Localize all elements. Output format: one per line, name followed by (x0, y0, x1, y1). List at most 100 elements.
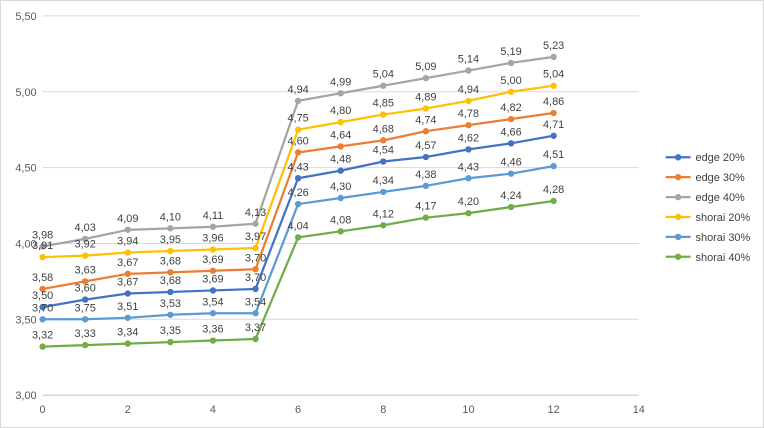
data-point (167, 247, 174, 255)
data-point (81, 296, 89, 303)
x-tick-label: 4 (210, 404, 216, 416)
data-point (550, 132, 557, 139)
data-label: 3,67 (117, 257, 138, 269)
data-point (39, 253, 46, 261)
data-label: 4,60 (287, 135, 308, 147)
data-label: 4,24 (500, 190, 521, 202)
data-point (550, 82, 557, 89)
data-label: 3,70 (245, 252, 266, 264)
data-point (124, 226, 131, 233)
data-point (124, 270, 131, 277)
data-point (252, 310, 259, 317)
legend-label: shorai 20% (696, 212, 751, 224)
legend-marker (674, 253, 682, 260)
data-point (167, 269, 174, 276)
data-label: 4,28 (543, 184, 564, 196)
data-point (294, 97, 302, 105)
data-point (337, 228, 344, 235)
data-point (39, 243, 46, 250)
data-label: 4,48 (330, 154, 351, 166)
data-point (337, 118, 344, 126)
data-label: 5,00 (500, 75, 521, 87)
data-point (465, 97, 472, 105)
data-label: 3,70 (32, 302, 53, 314)
data-point (337, 194, 344, 202)
data-point (252, 266, 259, 273)
data-label: 3,69 (202, 254, 223, 266)
data-label: 3,53 (160, 298, 181, 310)
data-point (337, 90, 344, 97)
data-label: 3,96 (202, 233, 223, 245)
legend: edge 20% edge 30% edge 40% shorai 20% shorai… (665, 152, 751, 264)
data-label: 4,12 (373, 208, 394, 220)
data-point (507, 88, 515, 95)
data-point (550, 53, 557, 61)
data-label: 3,98 (32, 230, 53, 242)
data-point (465, 121, 472, 129)
data-point (465, 209, 472, 217)
data-point (294, 149, 302, 156)
data-label: 3,75 (75, 302, 96, 314)
data-label: 4,26 (287, 187, 308, 199)
data-point (507, 203, 515, 211)
data-label: 3,50 (32, 290, 53, 302)
data-label: 5,14 (458, 54, 479, 66)
data-point (337, 143, 344, 150)
x-tick-label: 8 (380, 404, 386, 416)
x-tick-label: 2 (125, 404, 131, 416)
data-point (167, 338, 174, 346)
data-point (39, 316, 46, 323)
data-label: 3,97 (245, 231, 266, 243)
data-point (124, 249, 131, 256)
data-label: 3,54 (245, 296, 266, 308)
legend-label: shorai 40% (696, 252, 751, 264)
data-label: 3,91 (32, 240, 53, 252)
data-label: 5,23 (543, 40, 564, 52)
data-point (422, 214, 430, 221)
data-label: 3,33 (75, 328, 96, 340)
data-label: 4,43 (287, 161, 308, 173)
legend-marker (674, 213, 682, 221)
data-label: 4,04 (287, 220, 308, 232)
x-tick-label: 0 (40, 404, 46, 416)
data-point (465, 175, 472, 182)
data-label: 4,17 (415, 201, 436, 213)
data-point (422, 74, 430, 82)
data-point (209, 310, 217, 317)
data-label: 4,82 (500, 102, 521, 114)
data-label: 3,95 (160, 234, 181, 246)
series-lines (39, 53, 557, 350)
y-tick-label: 3,50 (15, 314, 36, 326)
data-labels: 3,50 3,60 3,67 3,68 3,69 3,70 4,43 4,48 4,54 4,57… (32, 40, 564, 342)
data-label: 4,71 (543, 119, 564, 131)
data-point (81, 252, 89, 259)
data-label: 4,11 (203, 210, 223, 222)
legend-marker (674, 173, 682, 181)
data-label: 4,57 (415, 140, 436, 152)
data-point (507, 59, 515, 67)
data-point (380, 222, 387, 229)
data-point (422, 153, 430, 161)
data-label: 3,58 (32, 272, 53, 284)
data-point (252, 335, 259, 343)
data-point (167, 288, 174, 296)
data-label: 4,13 (245, 207, 266, 219)
data-label: 4,80 (330, 105, 351, 117)
data-point (167, 311, 174, 318)
data-label: 4,89 (415, 91, 436, 103)
data-point (81, 235, 89, 243)
data-label: 4,30 (330, 181, 351, 193)
data-point (39, 303, 46, 311)
x-tick-label: 12 (548, 404, 560, 416)
data-point (209, 246, 217, 253)
data-point (507, 140, 515, 147)
data-point (209, 223, 217, 230)
data-point (294, 234, 302, 241)
y-tick-label: 3,00 (15, 390, 36, 402)
data-label: 5,09 (415, 61, 436, 73)
data-point (465, 67, 472, 74)
data-point (465, 146, 472, 153)
data-label: 4,86 (543, 96, 564, 108)
data-label: 4,46 (500, 157, 521, 169)
data-label: 4,10 (160, 211, 181, 223)
